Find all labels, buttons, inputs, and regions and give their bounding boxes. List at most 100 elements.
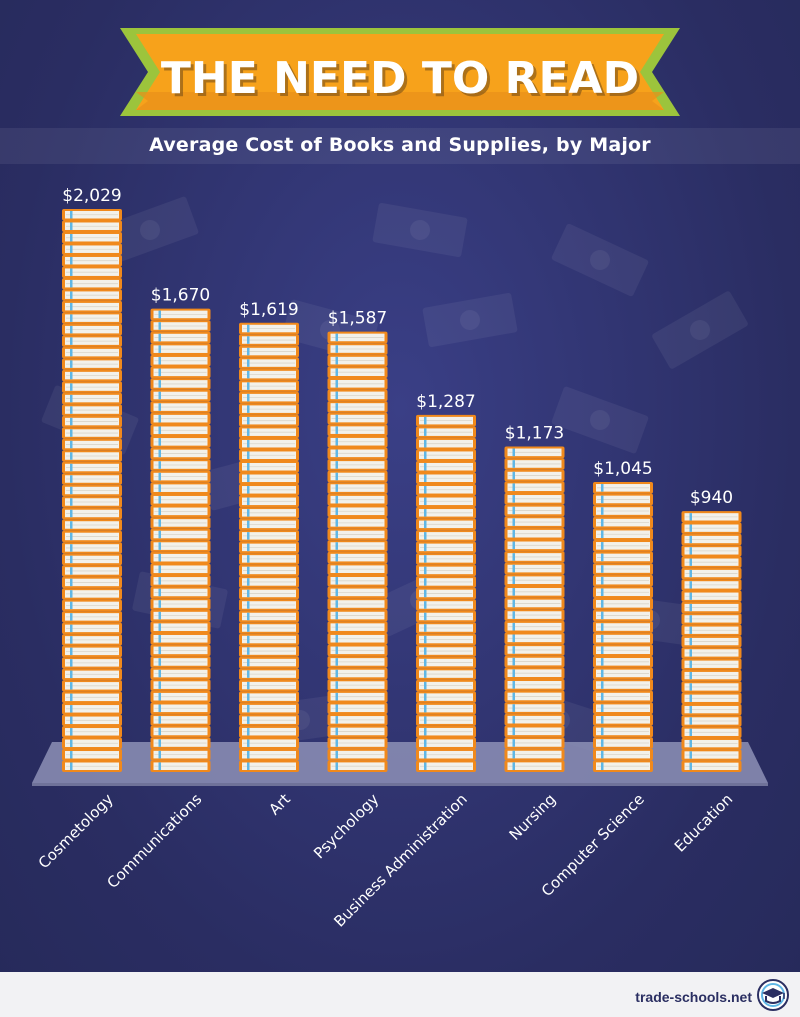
book <box>62 381 122 393</box>
book <box>416 426 476 438</box>
book <box>62 346 122 359</box>
bar-nursing <box>504 446 565 772</box>
book <box>62 496 122 508</box>
book <box>62 254 122 267</box>
book <box>327 447 388 460</box>
book <box>150 551 211 564</box>
category-label: Communications <box>103 790 205 892</box>
book <box>681 601 742 614</box>
book <box>504 760 565 772</box>
book <box>62 300 122 313</box>
book <box>327 377 388 390</box>
book <box>62 691 122 704</box>
book <box>681 533 742 546</box>
book <box>62 703 122 715</box>
book <box>62 312 122 324</box>
book <box>504 469 565 482</box>
book <box>327 331 388 344</box>
book <box>62 335 122 347</box>
banner-orange-shade <box>136 92 664 110</box>
book <box>239 714 299 726</box>
book <box>150 424 211 437</box>
book <box>593 667 653 680</box>
graduation-cap-book-icon <box>757 979 789 1011</box>
book <box>150 308 211 321</box>
book <box>150 598 211 610</box>
book <box>416 656 476 669</box>
book <box>327 540 388 552</box>
book <box>239 472 299 485</box>
book <box>681 715 742 727</box>
book <box>150 412 211 425</box>
book <box>327 609 388 622</box>
footer-brand[interactable]: trade-schools.net <box>635 989 752 1005</box>
book <box>327 528 388 541</box>
book <box>239 495 299 508</box>
book <box>416 748 476 761</box>
book <box>504 539 565 552</box>
book <box>593 586 653 599</box>
book <box>327 621 388 633</box>
book <box>504 702 565 714</box>
book <box>62 530 122 543</box>
book <box>416 460 476 473</box>
book <box>327 517 388 529</box>
book <box>62 565 122 577</box>
book <box>150 609 211 622</box>
book <box>593 714 653 726</box>
value-label: $1,173 <box>505 424 564 444</box>
book <box>62 507 122 520</box>
book <box>62 277 122 290</box>
book <box>327 667 388 680</box>
book <box>504 551 565 563</box>
book <box>327 389 388 402</box>
book <box>504 620 565 633</box>
book <box>150 343 211 355</box>
book <box>239 334 299 346</box>
book <box>239 380 299 392</box>
book <box>62 634 122 646</box>
book <box>239 426 299 438</box>
book <box>150 378 211 390</box>
book <box>681 567 742 580</box>
book <box>327 644 388 657</box>
book <box>239 587 299 600</box>
book <box>62 473 122 485</box>
book <box>327 690 388 703</box>
money-bill-icon <box>551 223 649 297</box>
book <box>239 725 299 738</box>
book <box>327 505 388 518</box>
book <box>593 551 653 564</box>
book <box>150 320 211 332</box>
book <box>416 564 476 577</box>
shelf <box>32 742 768 783</box>
book <box>416 449 476 461</box>
book <box>416 668 476 680</box>
book <box>239 576 299 588</box>
book <box>62 553 122 566</box>
book <box>62 657 122 669</box>
book <box>62 404 122 416</box>
book <box>327 725 388 738</box>
book <box>62 749 122 761</box>
book <box>327 737 388 749</box>
book <box>62 231 122 244</box>
book <box>593 528 653 541</box>
book <box>62 611 122 623</box>
book <box>416 633 476 646</box>
book <box>62 726 122 738</box>
book <box>327 459 388 471</box>
book <box>504 713 565 726</box>
footer: trade-schools.net <box>0 972 800 1017</box>
book <box>593 656 653 668</box>
book <box>416 610 476 623</box>
book <box>504 725 565 738</box>
book <box>593 505 653 517</box>
book <box>62 542 122 554</box>
value-label: $2,029 <box>62 186 121 206</box>
book <box>593 644 653 657</box>
bar-cosmetology <box>62 209 122 772</box>
book <box>62 358 122 370</box>
book <box>327 632 388 645</box>
book <box>239 460 299 473</box>
